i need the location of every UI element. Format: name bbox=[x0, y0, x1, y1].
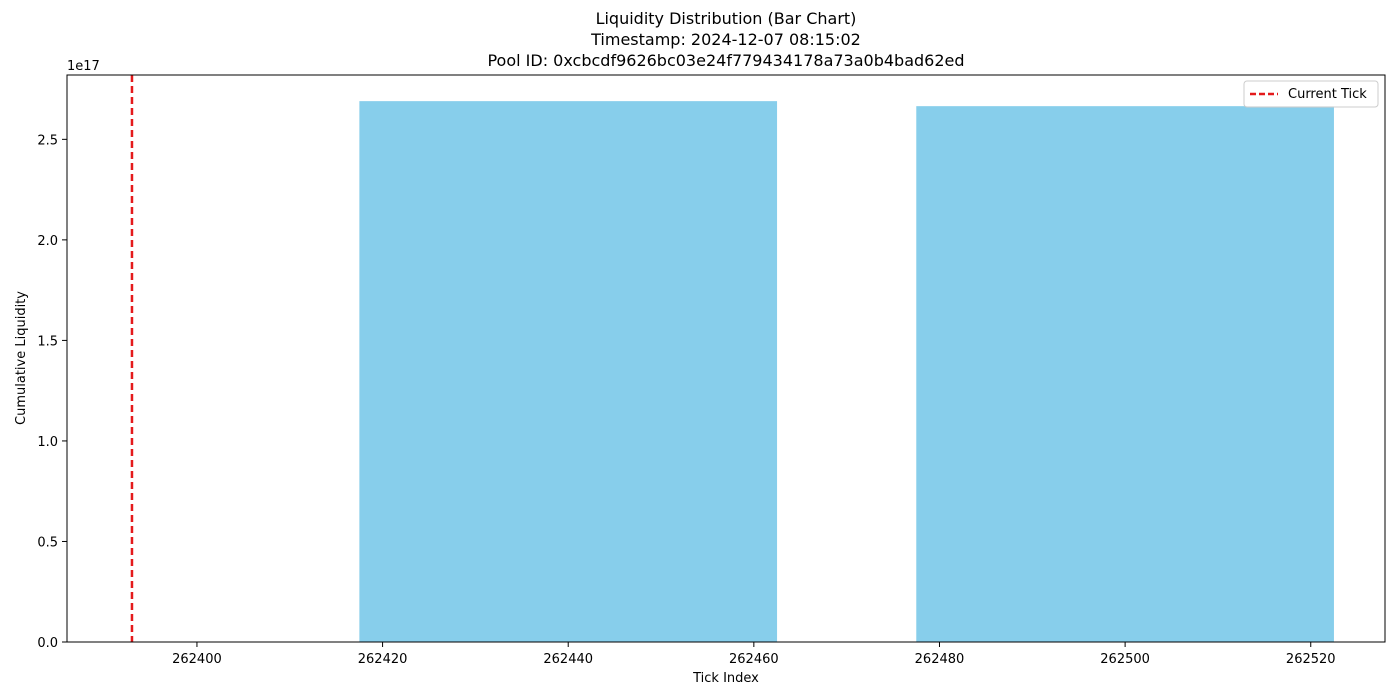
legend: Current Tick bbox=[1243, 80, 1379, 108]
chart-title-line-3: Pool ID: 0xcbcdf9626bc03e24f779434178a73… bbox=[487, 51, 964, 70]
chart-title: Liquidity Distribution (Bar Chart) Times… bbox=[487, 9, 964, 70]
legend-box bbox=[1243, 80, 1379, 108]
bar-1 bbox=[916, 106, 1334, 642]
x-tick-label: 262480 bbox=[915, 652, 965, 667]
y-tick-label: 0.0 bbox=[37, 636, 58, 651]
y-tick-label: 1.5 bbox=[37, 334, 58, 349]
y-tick-label: 2.5 bbox=[37, 133, 58, 148]
chart-title-line-2: Timestamp: 2024-12-07 08:15:02 bbox=[590, 30, 861, 49]
legend-label-current-tick: Current Tick bbox=[1288, 87, 1367, 102]
y-tick-label: 0.5 bbox=[37, 535, 58, 550]
y-axis-label: Cumulative Liquidity bbox=[14, 291, 29, 425]
x-tick-label: 262400 bbox=[172, 652, 222, 667]
y-axis-offset-label: 1e17 bbox=[67, 59, 100, 74]
x-tick-label: 262520 bbox=[1286, 652, 1336, 667]
y-tick-label: 1.0 bbox=[37, 435, 58, 450]
y-axis-ticks: 0.0 0.5 1.0 1.5 2.0 2.5 bbox=[37, 133, 67, 651]
plot-frame bbox=[66, 74, 1386, 643]
bar-0 bbox=[359, 101, 778, 642]
x-axis-ticks: 262400 262420 262440 262460 262480 262500 2625… bbox=[172, 642, 1336, 667]
x-tick-label: 262500 bbox=[1100, 652, 1150, 667]
bars bbox=[359, 101, 1334, 642]
x-axis-label: Tick Index bbox=[692, 671, 759, 686]
y-tick-label: 2.0 bbox=[37, 234, 58, 249]
chart-title-line-1: Liquidity Distribution (Bar Chart) bbox=[596, 9, 857, 28]
x-tick-label: 262460 bbox=[729, 652, 779, 667]
x-tick-label: 262440 bbox=[543, 652, 593, 667]
x-tick-label: 262420 bbox=[358, 652, 408, 667]
